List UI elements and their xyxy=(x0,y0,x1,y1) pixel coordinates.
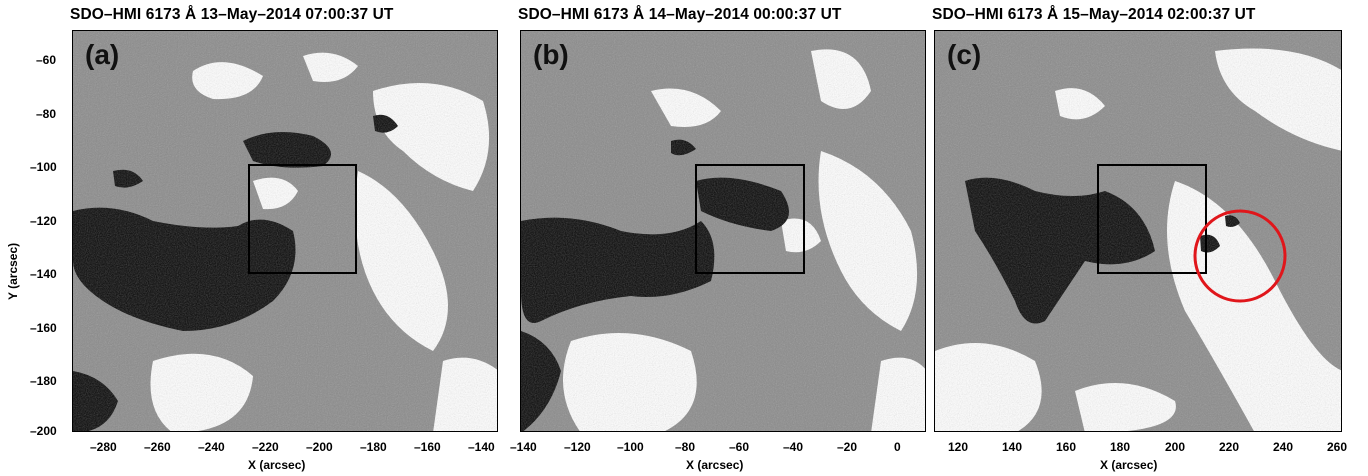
region-box-b xyxy=(695,164,805,274)
x-tick-a: –200 xyxy=(306,440,333,454)
x-tick-a: –160 xyxy=(414,440,441,454)
x-axis-label-b: X (arcsec) xyxy=(686,458,744,472)
panel-c-title: SDO–HMI 6173 Å 15–May–2014 02:00:37 UT xyxy=(932,6,1256,23)
x-tick-b: –100 xyxy=(617,440,644,454)
x-tick-c: 160 xyxy=(1056,440,1077,454)
x-tick-b: 0 xyxy=(894,440,901,454)
panel-b-label: (b) xyxy=(533,39,569,70)
y-tick: –100 xyxy=(30,160,57,174)
x-tick-c: 140 xyxy=(1002,440,1023,454)
x-tick-a: –180 xyxy=(360,440,387,454)
x-tick-c: 120 xyxy=(948,440,969,454)
x-axis-label-c: X (arcsec) xyxy=(1100,458,1158,472)
x-tick-a: –220 xyxy=(252,440,279,454)
y-tick: –80 xyxy=(36,107,57,121)
y-tick: –160 xyxy=(30,321,57,335)
panel-b-title: SDO–HMI 6173 Å 14–May–2014 00:00:37 UT xyxy=(518,6,842,23)
y-tick: –60 xyxy=(36,53,57,67)
x-tick-c: 200 xyxy=(1165,440,1186,454)
magnetogram-a-image xyxy=(73,31,497,431)
x-tick-a: –140 xyxy=(468,440,495,454)
panel-c-label: (c) xyxy=(947,39,982,70)
y-tick: –200 xyxy=(30,424,57,438)
y-tick: –140 xyxy=(30,267,57,281)
magnetogram-b-image xyxy=(521,31,925,431)
panel-a-label: (a) xyxy=(85,39,120,70)
magnetogram-panel-a: (a) xyxy=(72,30,498,432)
panel-a-title: SDO–HMI 6173 Å 13–May–2014 07:00:37 UT xyxy=(70,6,394,23)
x-axis-label-a: X (arcsec) xyxy=(248,458,306,472)
region-box-a xyxy=(248,164,357,274)
magnetogram-c-image xyxy=(935,31,1341,431)
magnetogram-panel-b: (b) xyxy=(520,30,926,432)
x-tick-a: –240 xyxy=(198,440,225,454)
y-tick: –120 xyxy=(30,214,57,228)
x-tick-c: 260 xyxy=(1327,440,1348,454)
magnetogram-panel-c: (c) xyxy=(934,30,1342,432)
x-tick-b: –60 xyxy=(729,440,750,454)
x-tick-a: –280 xyxy=(90,440,117,454)
x-tick-b: –140 xyxy=(510,440,537,454)
x-tick-b: –120 xyxy=(564,440,591,454)
y-tick: –180 xyxy=(30,374,57,388)
x-tick-c: 180 xyxy=(1110,440,1131,454)
x-tick-b: –40 xyxy=(783,440,804,454)
x-tick-a: –260 xyxy=(144,440,171,454)
highlight-circle xyxy=(1193,209,1287,303)
region-box-c xyxy=(1097,164,1207,274)
y-axis-label: Y (arcsec) xyxy=(6,242,20,300)
x-tick-b: –20 xyxy=(837,440,858,454)
x-tick-c: 240 xyxy=(1273,440,1294,454)
x-tick-b: –80 xyxy=(675,440,696,454)
x-tick-c: 220 xyxy=(1219,440,1240,454)
